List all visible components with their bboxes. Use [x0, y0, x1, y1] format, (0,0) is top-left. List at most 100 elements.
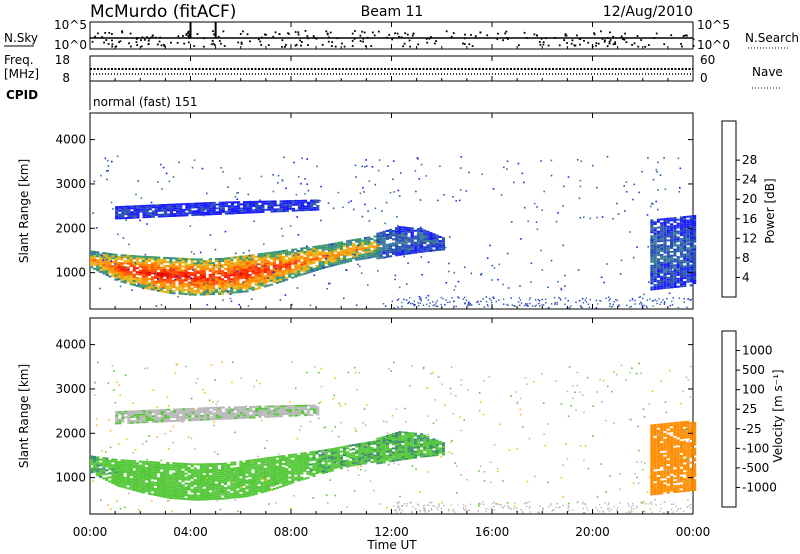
velocity-echo-cell: [254, 462, 258, 465]
power-scatter-echo: [687, 298, 689, 300]
velocity-echo-cell: [190, 484, 194, 487]
velocity-echo-cell: [275, 483, 280, 485]
nsky-dot: [684, 34, 687, 37]
power-echo-cell: [148, 216, 152, 218]
power-echo-cell: [190, 266, 194, 269]
velocity-echo-cell: [221, 493, 225, 496]
velocity-echo-cell: [166, 420, 171, 423]
velocity-echo-cell: [269, 470, 273, 473]
power-scatter-echo: [677, 157, 680, 160]
nsky-dot: [313, 37, 316, 39]
power-echo-cell: [650, 266, 654, 269]
power-echo-cell: [181, 289, 185, 291]
velocity-echo-cell: [108, 468, 112, 471]
power-ground-echo: [487, 305, 489, 307]
power-echo-cell: [653, 258, 657, 261]
velocity-echo-cell: [416, 436, 421, 439]
velocity-echo-cell: [282, 482, 286, 485]
velocity-echo-cell: [355, 461, 359, 464]
power-echo-cell: [141, 272, 145, 275]
power-echo-cell: [178, 275, 182, 278]
nsky-dot: [287, 32, 289, 35]
velocity-echo-cell: [303, 458, 307, 460]
velocity-echo-cell: [297, 467, 301, 470]
velocity-echo-cell: [385, 438, 389, 441]
power-echo-cell: [361, 255, 365, 258]
velocity-echo-cell: [382, 461, 386, 464]
velocity-echo-cell: [154, 469, 158, 472]
power-echo-cell: [270, 202, 274, 205]
power-echo-cell: [154, 208, 158, 211]
nsky-dot: [408, 39, 411, 42]
velocity-echo-cell: [214, 477, 219, 480]
nsky-dot: [321, 44, 324, 46]
power-echo-cell: [218, 209, 222, 212]
power-echo-cell: [660, 234, 664, 237]
velocity-echo-cell: [333, 453, 337, 456]
velocity-echo-cell: [438, 451, 442, 454]
power-ground-echo: [664, 301, 666, 303]
velocity-echo-cell: [388, 436, 393, 438]
power-echo-cell: [316, 206, 320, 209]
power-echo-cell: [663, 222, 667, 224]
velocity-echo-cell: [346, 451, 350, 454]
power-echo-cell: [666, 249, 670, 252]
velocity-echo-cell: [395, 447, 399, 450]
power-echo-cell: [294, 203, 298, 206]
power-ground-echo: [611, 305, 614, 308]
power-echo-cell: [212, 205, 216, 208]
velocity-echo-cell: [218, 495, 222, 498]
power-echo-cell: [202, 262, 206, 265]
power-echo-cell: [315, 249, 319, 252]
power-echo-cell: [693, 226, 697, 229]
power-ground-echo: [510, 297, 512, 299]
velocity-echo-cell: [147, 490, 152, 493]
velocity-echo-cell: [395, 439, 399, 442]
velocity-echo-cell: [193, 494, 197, 497]
power-scatter-echo: [247, 305, 250, 307]
velocity-echo-cell: [175, 485, 179, 488]
power-echo-cell: [670, 229, 674, 232]
power-echo-cell: [689, 231, 693, 234]
velocity-echo-cell: [398, 441, 402, 443]
power-echo-cell: [689, 239, 693, 241]
power-echo-cell: [278, 260, 283, 263]
power-echo-cell: [407, 244, 411, 247]
velocity-echo-cell: [336, 464, 340, 467]
velocity-echo-cell: [300, 454, 304, 457]
velocity-echo-cell: [278, 485, 283, 488]
power-echo-cell: [266, 252, 270, 255]
power-echo-cell: [243, 203, 247, 206]
power-scatter-echo: [543, 190, 545, 193]
power-echo-cell: [278, 256, 283, 259]
power-echo-cell: [683, 271, 687, 274]
power-echo-cell: [115, 213, 119, 216]
velocity-echo-cell: [364, 444, 368, 446]
velocity-echo-cell: [163, 495, 167, 498]
power-echo-cell: [693, 244, 697, 247]
power-echo-cell: [154, 258, 158, 261]
velocity-echo-cell: [321, 449, 325, 452]
power-echo-cell: [136, 209, 140, 211]
velocity-echo-cell: [330, 457, 334, 460]
velocity-echo-cell: [148, 409, 152, 412]
power-scatter-echo: [101, 255, 103, 257]
power-echo-cell: [178, 277, 182, 279]
velocity-echo-cell: [108, 476, 112, 479]
power-ground-echo: [525, 303, 527, 305]
nsky-dot: [566, 42, 568, 44]
power-echo-cell: [355, 246, 359, 249]
velocity-echo-cell: [190, 477, 194, 479]
velocity-echo-cell: [404, 451, 408, 454]
velocity-echo-cell: [245, 462, 249, 464]
power-scatter-echo: [384, 305, 387, 307]
velocity-echo-cell: [129, 478, 133, 481]
power-echo-cell: [656, 270, 661, 272]
velocity-echo-cell: [211, 478, 216, 481]
power-echo-cell: [693, 276, 697, 279]
power-scatter-echo: [523, 181, 525, 184]
power-echo-cell: [686, 223, 690, 226]
power-echo-cell: [650, 247, 654, 249]
power-echo-cell: [191, 210, 195, 213]
power-echo-cell: [272, 261, 276, 264]
